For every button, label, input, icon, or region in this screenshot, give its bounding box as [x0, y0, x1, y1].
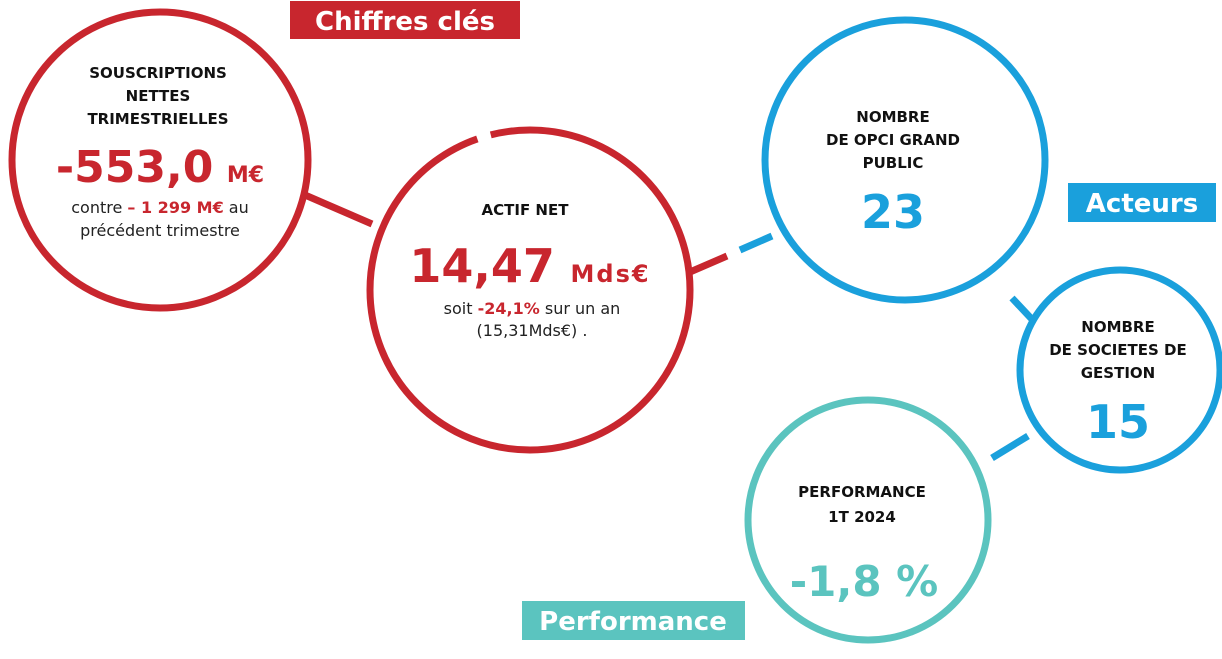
title: NOMBRE — [856, 108, 929, 126]
tag-box — [290, 1, 520, 39]
note-text: contre — [71, 198, 122, 217]
title: GESTION — [1081, 364, 1155, 382]
unit: Mds€ — [571, 260, 651, 288]
value: 14,47 — [409, 239, 555, 293]
title: 1T 2024 — [828, 508, 896, 526]
note-text: sur un an — [545, 299, 620, 318]
tag: Chiffres clés — [315, 7, 495, 37]
title: SOUSCRIPTIONS — [89, 64, 227, 82]
note-highlight: – 1 299 M€ — [127, 198, 223, 217]
connector — [738, 232, 774, 254]
value: -1,8 % — [790, 557, 939, 606]
title: DE SOCIETES DE — [1049, 341, 1187, 359]
value-line: 14,47 Mds€ — [409, 239, 650, 293]
title: PUBLIC — [863, 154, 924, 172]
title: DE OPCI GRAND — [826, 131, 960, 149]
value: 23 — [861, 185, 925, 239]
note: soit -24,1% sur un an — [444, 299, 621, 318]
value: 15 — [1086, 395, 1150, 449]
circle — [8, 8, 312, 312]
note-highlight: -24,1% — [478, 299, 540, 318]
circle — [1016, 266, 1222, 474]
value-line: -553,0 M€ — [56, 142, 264, 193]
circle — [366, 126, 694, 454]
connector — [303, 191, 374, 228]
title: NOMBRE — [1081, 318, 1154, 336]
tag: Performance — [539, 607, 727, 637]
note-text: soit — [444, 299, 473, 318]
tag: Acteurs — [1086, 189, 1198, 219]
title: TRIMESTRIELLES — [87, 110, 228, 128]
unit: M€ — [227, 163, 264, 188]
circle — [744, 396, 992, 644]
note: précédent trimestre — [80, 221, 240, 240]
connector — [688, 252, 729, 276]
title: ACTIF NET — [482, 201, 570, 219]
title: NETTES — [126, 87, 191, 105]
note: contre – 1 299 M€ au — [71, 198, 249, 217]
connector — [990, 433, 1030, 461]
note: (15,31Mds€) . — [477, 321, 588, 340]
title: PERFORMANCE — [798, 483, 926, 501]
value: -553,0 — [56, 142, 213, 193]
circle — [761, 16, 1049, 304]
note-text: au — [229, 198, 249, 217]
tag-box — [522, 601, 745, 640]
tag-box — [1068, 183, 1216, 222]
